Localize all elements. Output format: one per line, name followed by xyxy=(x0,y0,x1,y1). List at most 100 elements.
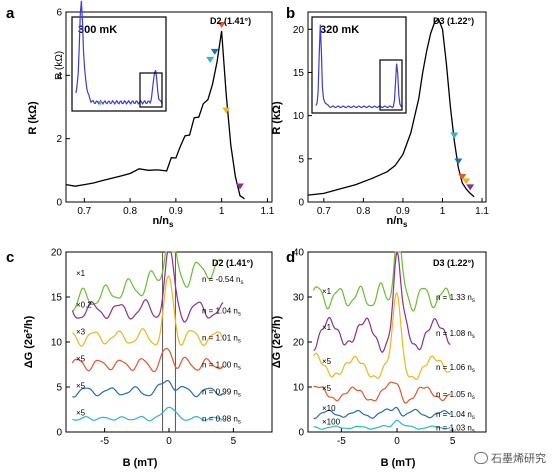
trace-density-d-1: n = 1.08 ns xyxy=(436,329,475,340)
trace-multiplier-c-0: ×1 xyxy=(76,269,86,278)
curves-d xyxy=(313,251,451,430)
trace-d-5 xyxy=(313,419,451,430)
y-tick-label: 0 xyxy=(56,428,62,439)
trace-multiplier-d-2: ×5 xyxy=(322,357,332,366)
y-tick-label: 0 xyxy=(56,198,62,209)
y-tick-label: 10 xyxy=(293,111,305,122)
resistance-curve-a xyxy=(65,30,245,200)
device-label-c: D2 (1.41°) xyxy=(212,258,253,268)
trace-d-3 xyxy=(313,381,451,404)
panel-letter-b: b xyxy=(286,5,295,22)
x-tick-label: 0.9 xyxy=(169,206,183,217)
trace-c-0 xyxy=(71,251,224,313)
watermark-text: 石墨烯研究 xyxy=(491,452,546,465)
device-label-a: D2 (1.41°) xyxy=(210,16,251,26)
y-tick-label: 10 xyxy=(293,383,305,394)
panel-letter-c: c xyxy=(6,249,14,266)
ylabel-a: R (kΩ) xyxy=(27,101,39,135)
y-tick-label: 10 xyxy=(51,338,63,349)
y-tick-label: 5 xyxy=(56,383,62,394)
y-tick-label: 0 xyxy=(298,428,304,439)
plot-frame-c xyxy=(65,251,273,433)
x-tick-label: -5 xyxy=(337,436,346,447)
inset-curve-a xyxy=(75,0,163,106)
x-tick-label: 0.8 xyxy=(356,206,370,217)
density-marker-a-3 xyxy=(222,107,231,114)
x-tick-label: 1.1 xyxy=(260,206,274,217)
trace-density-d-4: n = 1.04 ns xyxy=(436,410,475,421)
panel-c: c -5 0 5 0 5 10 15 20 D2 (1.41°) ×1 n = -0.54 ns… xyxy=(6,248,273,469)
inset-zoom-box-a xyxy=(139,72,163,108)
x-tick-label: 0.8 xyxy=(123,206,137,217)
y-tick-label: 20 xyxy=(51,248,63,259)
density-marker-b-4 xyxy=(466,184,475,191)
trace-d-1 xyxy=(313,251,451,353)
trace-multiplier-c-2: ×3 xyxy=(76,328,86,337)
trace-multiplier-d-3: ×5 xyxy=(322,384,332,393)
ylabel-b: R (kΩ) xyxy=(271,101,283,135)
inset-curve-b xyxy=(315,24,403,109)
x-tick-label: -5 xyxy=(100,436,109,447)
xlabel-d: B (mT) xyxy=(381,457,416,469)
trace-density-c-1: n = 1.04 ns xyxy=(202,307,241,318)
trace-d-0 xyxy=(313,251,451,312)
trace-density-d-3: n = 1.05 ns xyxy=(436,390,475,401)
x-tick-label: 5 xyxy=(450,436,456,447)
ylabel-d: ΔG (2e²/h) xyxy=(271,315,283,368)
trace-multiplier-d-1: ×1 xyxy=(322,323,332,332)
trace-multiplier-c-1: ×0.2 xyxy=(76,301,92,310)
y-tick-label: 2 xyxy=(56,134,62,145)
resistance-curve-b xyxy=(307,17,475,198)
trace-d-4 xyxy=(313,406,451,420)
x-tick-label: 0.9 xyxy=(396,206,410,217)
panel-b: b 0.7 0.8 0.9 1 1.1 0 5 10 15 20 D3 (1.22°) 320 m… xyxy=(271,5,489,229)
trace-c-3 xyxy=(71,347,224,373)
trace-labels-d: ×1 n = 1.33 ns ×1 n = 1.08 ns ×5 n = 1.06 ns ×… xyxy=(322,287,475,435)
panel-a: a 0.7 0.8 0.9 1 1.1 0 2 4 6 D2 (1.41°) 300 mK R … xyxy=(6,0,275,229)
inset-marker-a xyxy=(98,101,102,106)
inset-title-b: 320 mK xyxy=(320,24,359,36)
trace-density-d-5: n = 1.03 ns xyxy=(436,424,475,435)
density-marker-a-2 xyxy=(217,22,226,28)
x-tick-label: 5 xyxy=(231,436,237,447)
y-tick-label: 4 xyxy=(56,71,62,82)
x-tick-label: 1 xyxy=(219,206,225,217)
x-tick-label: 0.7 xyxy=(77,206,91,217)
x-tick-label: 0 xyxy=(394,436,400,447)
trace-multiplier-d-0: ×1 xyxy=(322,287,332,296)
y-tick-label: 15 xyxy=(293,68,305,79)
xlabel-a: n/ns xyxy=(153,215,175,229)
ticks-d: -5 0 5 0 10 20 30 40 xyxy=(293,248,456,448)
trace-density-c-5: n = 0.98 ns xyxy=(202,415,241,426)
trace-multiplier-d-5: ×100 xyxy=(322,418,341,427)
trace-multiplier-c-4: ×5 xyxy=(76,382,86,391)
inset-b: 320 mK xyxy=(311,16,407,114)
inset-zoom-box-b xyxy=(379,59,403,111)
xlabel-b: n/ns xyxy=(387,215,409,229)
inset-title-a: 300 mK xyxy=(78,24,117,36)
trace-c-2 xyxy=(71,275,224,347)
density-marker-b-1 xyxy=(454,158,463,165)
trace-c-4 xyxy=(72,380,224,398)
density-marker-a-4 xyxy=(235,183,244,190)
device-label-d: D3 (1.22°) xyxy=(433,258,474,268)
watermark: 石墨烯研究 xyxy=(474,450,546,466)
xlabel-c: B (mT) xyxy=(123,457,158,469)
x-tick-label: 0 xyxy=(166,436,172,447)
plot-frame-a xyxy=(65,11,273,203)
trace-density-c-3: n = 1.00 ns xyxy=(202,361,241,372)
y-tick-label: 0 xyxy=(298,198,304,209)
trace-d-2 xyxy=(313,292,451,381)
ylabel-c: ΔG (2e²/h) xyxy=(23,315,35,368)
trace-density-c-2: n = 1.01 ns xyxy=(202,334,241,345)
plot-frame-b xyxy=(307,11,487,203)
density-marker-b-0 xyxy=(450,132,459,139)
ticks-a: 0.7 0.8 0.9 1 1.1 0 2 4 6 xyxy=(56,8,274,218)
curves-c xyxy=(71,251,224,432)
device-label-b: D3 (1.22°) xyxy=(433,16,474,26)
y-tick-label: 6 xyxy=(56,8,62,19)
y-tick-label: 15 xyxy=(51,293,63,304)
panel-letter-a: a xyxy=(6,5,15,22)
trace-density-c-0: n = -0.54 ns xyxy=(202,275,243,286)
y-tick-label: 30 xyxy=(293,293,305,304)
